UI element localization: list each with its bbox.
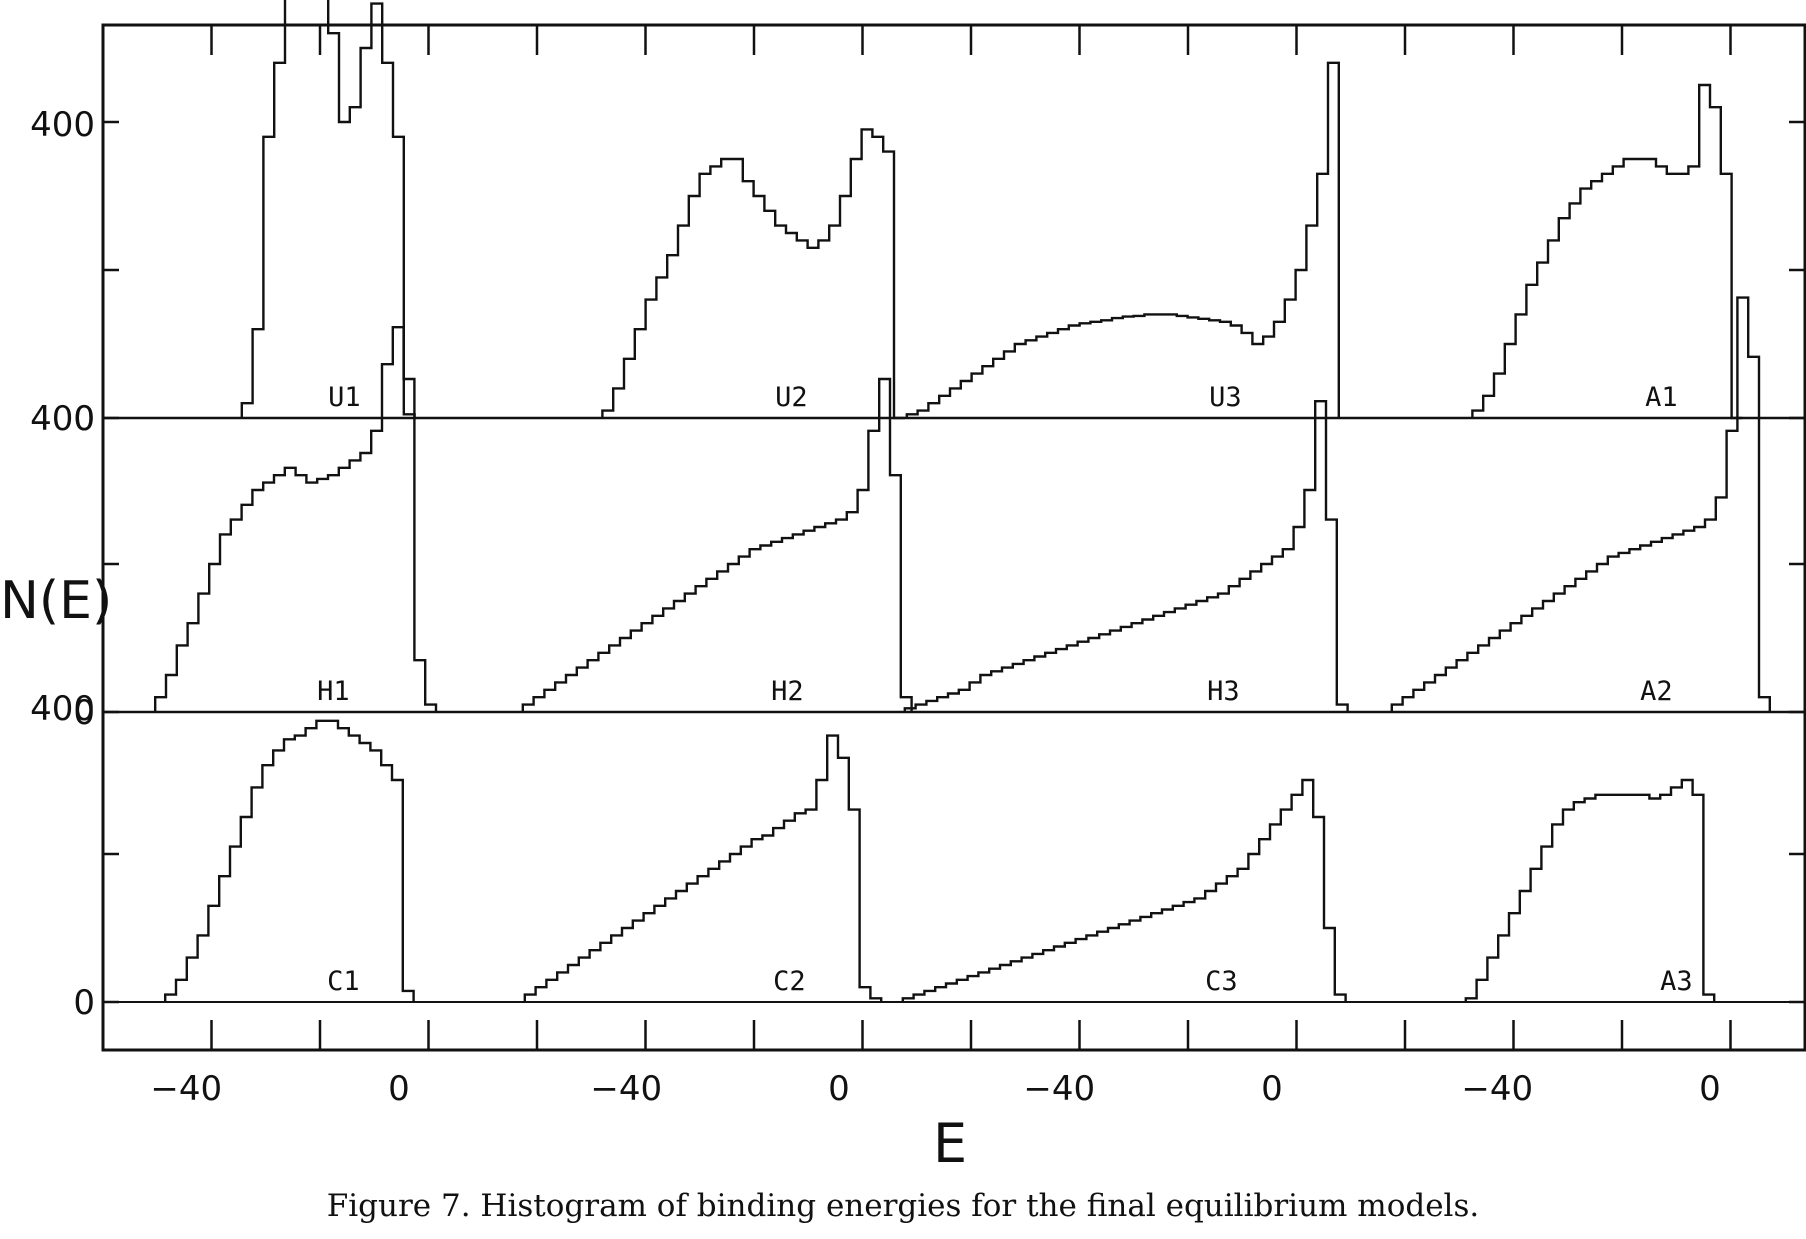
- histogram-u2: [601, 128, 905, 420]
- panel-label-h2: H2: [771, 676, 804, 707]
- panel-label-a2: A2: [1640, 676, 1673, 707]
- histogram-c3: [901, 778, 1347, 1002]
- panel-label-c1: C1: [327, 966, 360, 997]
- y-tick-label: 400: [30, 105, 95, 145]
- histogram-a1: [1471, 83, 1743, 420]
- histogram-h3: [903, 400, 1349, 712]
- x-tick-label: 0: [1699, 1069, 1721, 1109]
- figure-caption: Figure 7. Histogram of binding energies …: [326, 1188, 1480, 1224]
- y-axis-title: N(E): [0, 571, 112, 631]
- histogram-c2: [523, 734, 883, 1002]
- y-tick-label: 0: [73, 983, 95, 1023]
- panel-label-h3: H3: [1207, 676, 1240, 707]
- x-tick-label: −40: [1023, 1069, 1095, 1109]
- x-tick-label: 0: [388, 1069, 410, 1109]
- panel-label-c2: C2: [773, 966, 806, 997]
- y-tick-label: 400: [30, 399, 95, 439]
- histogram-a2: [1390, 296, 1771, 712]
- histogram-h2: [521, 377, 913, 712]
- panel-label-h1: H1: [317, 676, 350, 707]
- y-tick-label: 400: [30, 689, 95, 729]
- panel-label-u1: U1: [328, 382, 361, 413]
- panel-label-c3: C3: [1205, 966, 1238, 997]
- panel-label-a1: A1: [1645, 382, 1678, 413]
- histogram-u3: [905, 61, 1340, 418]
- plot-frame: [101, 23, 1806, 1052]
- panel-label-u3: U3: [1209, 382, 1242, 413]
- histogram-a3: [1464, 778, 1716, 1002]
- x-tick-label: 0: [1261, 1069, 1283, 1109]
- y-tick-label: 0: [73, 693, 95, 733]
- x-axis-title: E: [933, 1112, 967, 1175]
- x-tick-label: 0: [828, 1069, 850, 1109]
- x-tick-label: −40: [150, 1069, 222, 1109]
- histogram-h1: [154, 326, 438, 712]
- histogram-c1: [164, 719, 415, 1002]
- y-tick-label: 0: [73, 399, 95, 439]
- x-tick-label: −40: [1461, 1069, 1533, 1109]
- panel-label-u2: U2: [775, 382, 808, 413]
- histogram-u1: [240, 0, 416, 418]
- x-tick-label: −40: [590, 1069, 662, 1109]
- panel-label-a3: A3: [1660, 966, 1693, 997]
